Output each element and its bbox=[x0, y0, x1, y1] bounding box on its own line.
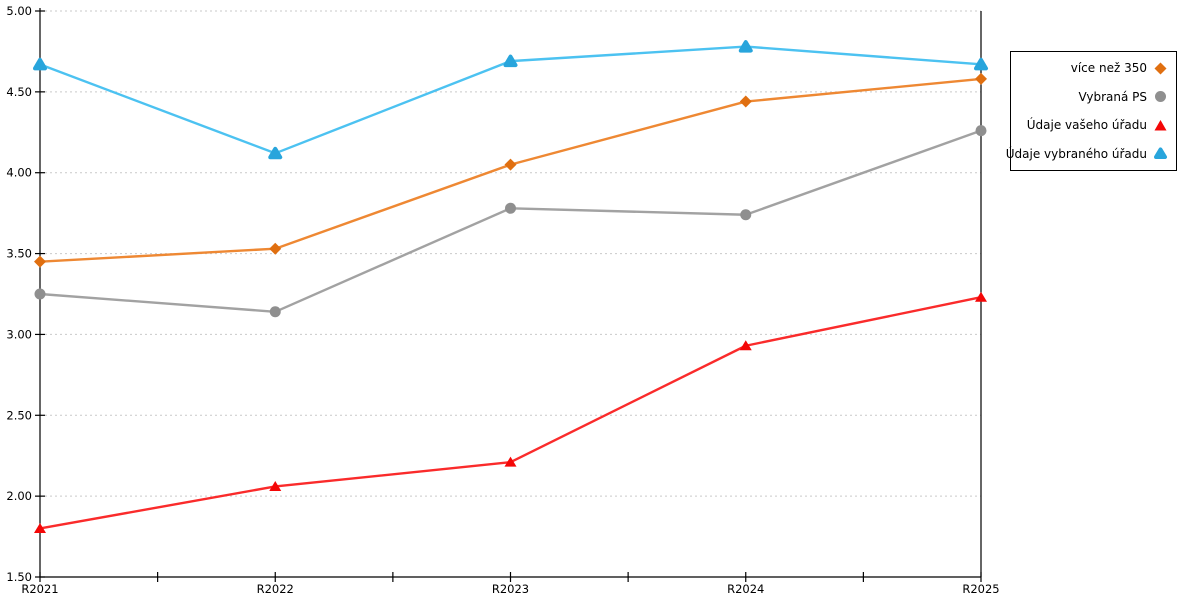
legend-item-label: Údaje vašeho úřadu bbox=[1026, 118, 1147, 133]
chart-legend: více než 350 Vybraná PS Údaje vašeho úřadu… bbox=[1006, 51, 1177, 171]
x-axis-tick-label: R2021 bbox=[21, 582, 58, 596]
diamond-marker bbox=[269, 242, 282, 255]
series-line bbox=[38, 296, 983, 530]
legend-item-label: Vybraná PS bbox=[1078, 89, 1147, 104]
legend-item: Vybraná PS bbox=[1015, 83, 1168, 112]
y-axis-tick-label: 3.00 bbox=[6, 327, 32, 341]
legend-item: Údaje vašeho úřadu bbox=[1015, 111, 1168, 140]
legend-item: více než 350 bbox=[1015, 54, 1168, 83]
circle-marker bbox=[975, 125, 987, 137]
y-axis-tick-label: 1.50 bbox=[6, 570, 32, 584]
series-line bbox=[38, 129, 983, 313]
x-axis-tick-label: R2024 bbox=[727, 582, 764, 596]
triangle-icon bbox=[1154, 119, 1167, 131]
y-axis-tick-label: 3.50 bbox=[6, 247, 32, 261]
legend-item-label: Údaje vybraného úřadu bbox=[1005, 146, 1147, 161]
circle-marker bbox=[505, 202, 516, 214]
diamond-icon bbox=[1154, 62, 1167, 75]
y-axis-tick-label: 2.50 bbox=[6, 408, 32, 422]
diamond-marker bbox=[34, 255, 46, 268]
diamond-marker bbox=[975, 72, 987, 85]
circle-icon bbox=[1155, 91, 1166, 103]
x-axis-tick-label: R2025 bbox=[962, 582, 999, 596]
diamond-marker bbox=[739, 95, 752, 108]
y-axis-tick-label: 4.50 bbox=[6, 85, 32, 99]
y-axis-tick-label: 2.00 bbox=[6, 489, 32, 503]
rounded-triangle-marker bbox=[503, 54, 518, 68]
triangle-marker bbox=[504, 456, 517, 467]
legend-item: Údaje vybraného úřadu bbox=[1006, 140, 1168, 169]
y-axis-tick-label: 4.00 bbox=[6, 166, 32, 180]
rounded-triangle-marker bbox=[738, 40, 753, 53]
triangle-marker bbox=[739, 340, 752, 351]
x-axis-tick-label: R2022 bbox=[257, 582, 294, 596]
circle-legend-icon bbox=[1155, 91, 1166, 103]
circle-marker bbox=[740, 209, 752, 221]
rounded-triangle-marker bbox=[33, 57, 47, 71]
rounded-triangle-marker bbox=[974, 57, 988, 71]
triangle-marker bbox=[269, 480, 282, 491]
triangle-marker bbox=[975, 291, 987, 302]
diamond-legend-icon bbox=[1154, 62, 1167, 75]
triangle-rounded-icon bbox=[1154, 147, 1167, 160]
triangle-legend-icon bbox=[1154, 119, 1167, 131]
triangle-rounded-legend-icon bbox=[1154, 147, 1167, 160]
diamond-marker bbox=[504, 158, 517, 171]
y-axis-tick-label: 5.00 bbox=[6, 4, 32, 18]
circle-marker bbox=[269, 306, 281, 318]
triangle-marker bbox=[34, 522, 46, 533]
legend-item-label: více než 350 bbox=[1070, 61, 1147, 76]
x-axis-tick-label: R2023 bbox=[492, 582, 529, 596]
circle-marker bbox=[34, 288, 46, 300]
rounded-triangle-marker bbox=[268, 146, 283, 160]
